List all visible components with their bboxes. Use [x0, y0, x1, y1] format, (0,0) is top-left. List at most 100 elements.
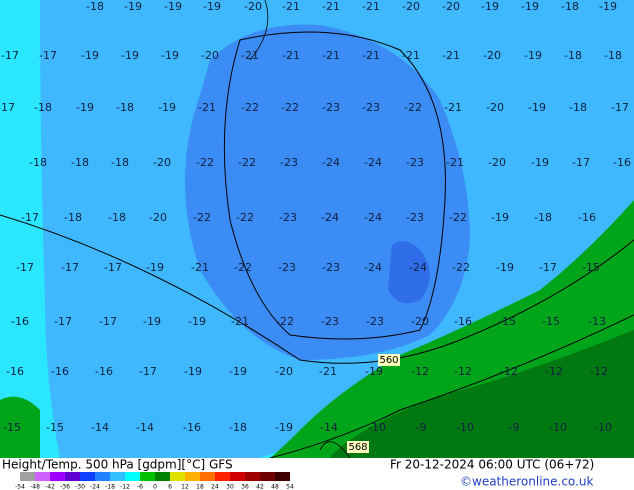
temperature-label: -20	[201, 49, 219, 62]
temperature-label: -22	[234, 261, 252, 274]
temperature-label: -17	[611, 101, 629, 114]
colorbar: -54 -48 -42 -36 -30 -24 -18 -12 -6 0 6 12 18 24 30 36 42…	[15, 472, 294, 490]
temperature-label: -10	[368, 421, 386, 434]
temperature-label: -17	[0, 101, 15, 114]
temperature-label: -19	[184, 365, 202, 378]
temperature-label: -21	[282, 49, 300, 62]
temperature-label: -9	[509, 421, 520, 434]
temperature-label: -10	[549, 421, 567, 434]
temperature-label: -23	[366, 315, 384, 328]
colorbar-segment	[185, 472, 200, 481]
temperature-label: -18	[34, 101, 52, 114]
contour-label-box	[347, 441, 369, 453]
temperature-label: -20	[275, 365, 293, 378]
colorbar-segment	[170, 472, 185, 481]
temperature-label: -19	[481, 0, 499, 13]
temperature-label: -23	[406, 156, 424, 169]
colorbar-segment	[35, 472, 50, 481]
temperature-label: -22	[281, 101, 299, 114]
temperature-label: -19	[81, 49, 99, 62]
temperature-label: -19	[275, 421, 293, 434]
region-green	[0, 396, 40, 458]
colorbar-segment	[95, 472, 110, 481]
colorbar-tick-label: -24	[90, 484, 100, 490]
temperature-label: -21	[322, 49, 340, 62]
colorbar-tick-label: 12	[181, 484, 189, 490]
temperature-label: -21	[198, 101, 216, 114]
region-dark-green	[330, 330, 634, 458]
temperature-label: -18	[534, 211, 552, 224]
footer-title: Height/Temp. 500 hPa [gdpm][°C] GFS	[2, 458, 233, 472]
temperature-label: -19	[599, 0, 617, 13]
temperature-label: -19	[124, 0, 142, 13]
temperature-label: -12	[454, 365, 472, 378]
temperature-label: -20	[244, 0, 262, 13]
temperature-label: -17	[54, 315, 72, 328]
temperature-label: -17	[16, 261, 34, 274]
temperature-label: -15	[3, 421, 21, 434]
temperature-label: -17	[1, 49, 19, 62]
temperature-label: -24	[321, 211, 339, 224]
temperature-label: -16	[51, 365, 69, 378]
temperature-label: -24	[364, 156, 382, 169]
temperature-label: -19	[76, 101, 94, 114]
temperature-label: -21	[191, 261, 209, 274]
temperature-label: -16	[183, 421, 201, 434]
temperature-label: -19	[143, 315, 161, 328]
colorbar-tick-label: -30	[75, 484, 85, 490]
temperature-label: -17	[104, 261, 122, 274]
temperature-label: -22	[241, 101, 259, 114]
temperature-label: -15	[542, 315, 560, 328]
colorbar-segment	[155, 472, 170, 481]
temperature-label: -10	[456, 421, 474, 434]
temperature-label: -21	[446, 156, 464, 169]
temperature-label: -17	[21, 211, 39, 224]
colorbar-tick-label: 0	[153, 484, 157, 490]
footer-datetime: Fr 20-12-2024 06:00 UTC (06+72)	[390, 458, 594, 472]
temperature-label: -15	[46, 421, 64, 434]
temperature-label: -9	[416, 421, 427, 434]
colorbar-tick-label: 24	[211, 484, 219, 490]
temperature-label: -20	[486, 101, 504, 114]
temperature-label: -17	[539, 261, 557, 274]
temperature-label: -16	[6, 365, 24, 378]
temperature-label: -21	[231, 315, 249, 328]
temperature-label: -17	[139, 365, 157, 378]
temperature-label: -23	[321, 315, 339, 328]
temperature-label: -19	[146, 261, 164, 274]
temperature-label: -12	[545, 365, 563, 378]
temperature-label: -18	[86, 0, 104, 13]
temperature-label: -15	[582, 261, 600, 274]
labels: -18 -19 -19 -19 -20 -21 -21 -21 -20 -20 -19 -19 -18 -…	[0, 0, 631, 453]
colorbar-segment	[80, 472, 95, 481]
temperature-label: -23	[322, 101, 340, 114]
contour-552	[223, 31, 446, 340]
colorbar-tick-label: -54	[15, 484, 25, 490]
temperature-label: -18	[604, 49, 622, 62]
colorbar-segment	[50, 472, 65, 481]
temperature-label: -22	[236, 211, 254, 224]
temperature-label: -21	[319, 365, 337, 378]
temperature-label: -23	[279, 211, 297, 224]
temperature-label: -14	[136, 421, 154, 434]
temperature-label: -21	[444, 101, 462, 114]
temperature-label: -16	[95, 365, 113, 378]
temperature-label: -19	[491, 211, 509, 224]
colorbar-segment	[275, 472, 290, 481]
temperature-label: -22	[193, 211, 211, 224]
temperature-label: -19	[121, 49, 139, 62]
colorbar-tick-label: 30	[226, 484, 234, 490]
footer-credit: ©weatheronline.co.uk	[460, 475, 593, 489]
temperature-label: -19	[528, 101, 546, 114]
temperature-label: -24	[322, 156, 340, 169]
temperature-label: -17	[61, 261, 79, 274]
contour-560	[0, 214, 634, 364]
temperature-label: -10	[594, 421, 612, 434]
colorbar-tick-label: -48	[30, 484, 40, 490]
temperature-label: -12	[500, 365, 518, 378]
temperature-label: -23	[280, 156, 298, 169]
map-line	[249, 0, 351, 459]
temperature-label: -19	[496, 261, 514, 274]
temperature-label: -21	[282, 0, 300, 13]
temperature-label: -19	[203, 0, 221, 13]
